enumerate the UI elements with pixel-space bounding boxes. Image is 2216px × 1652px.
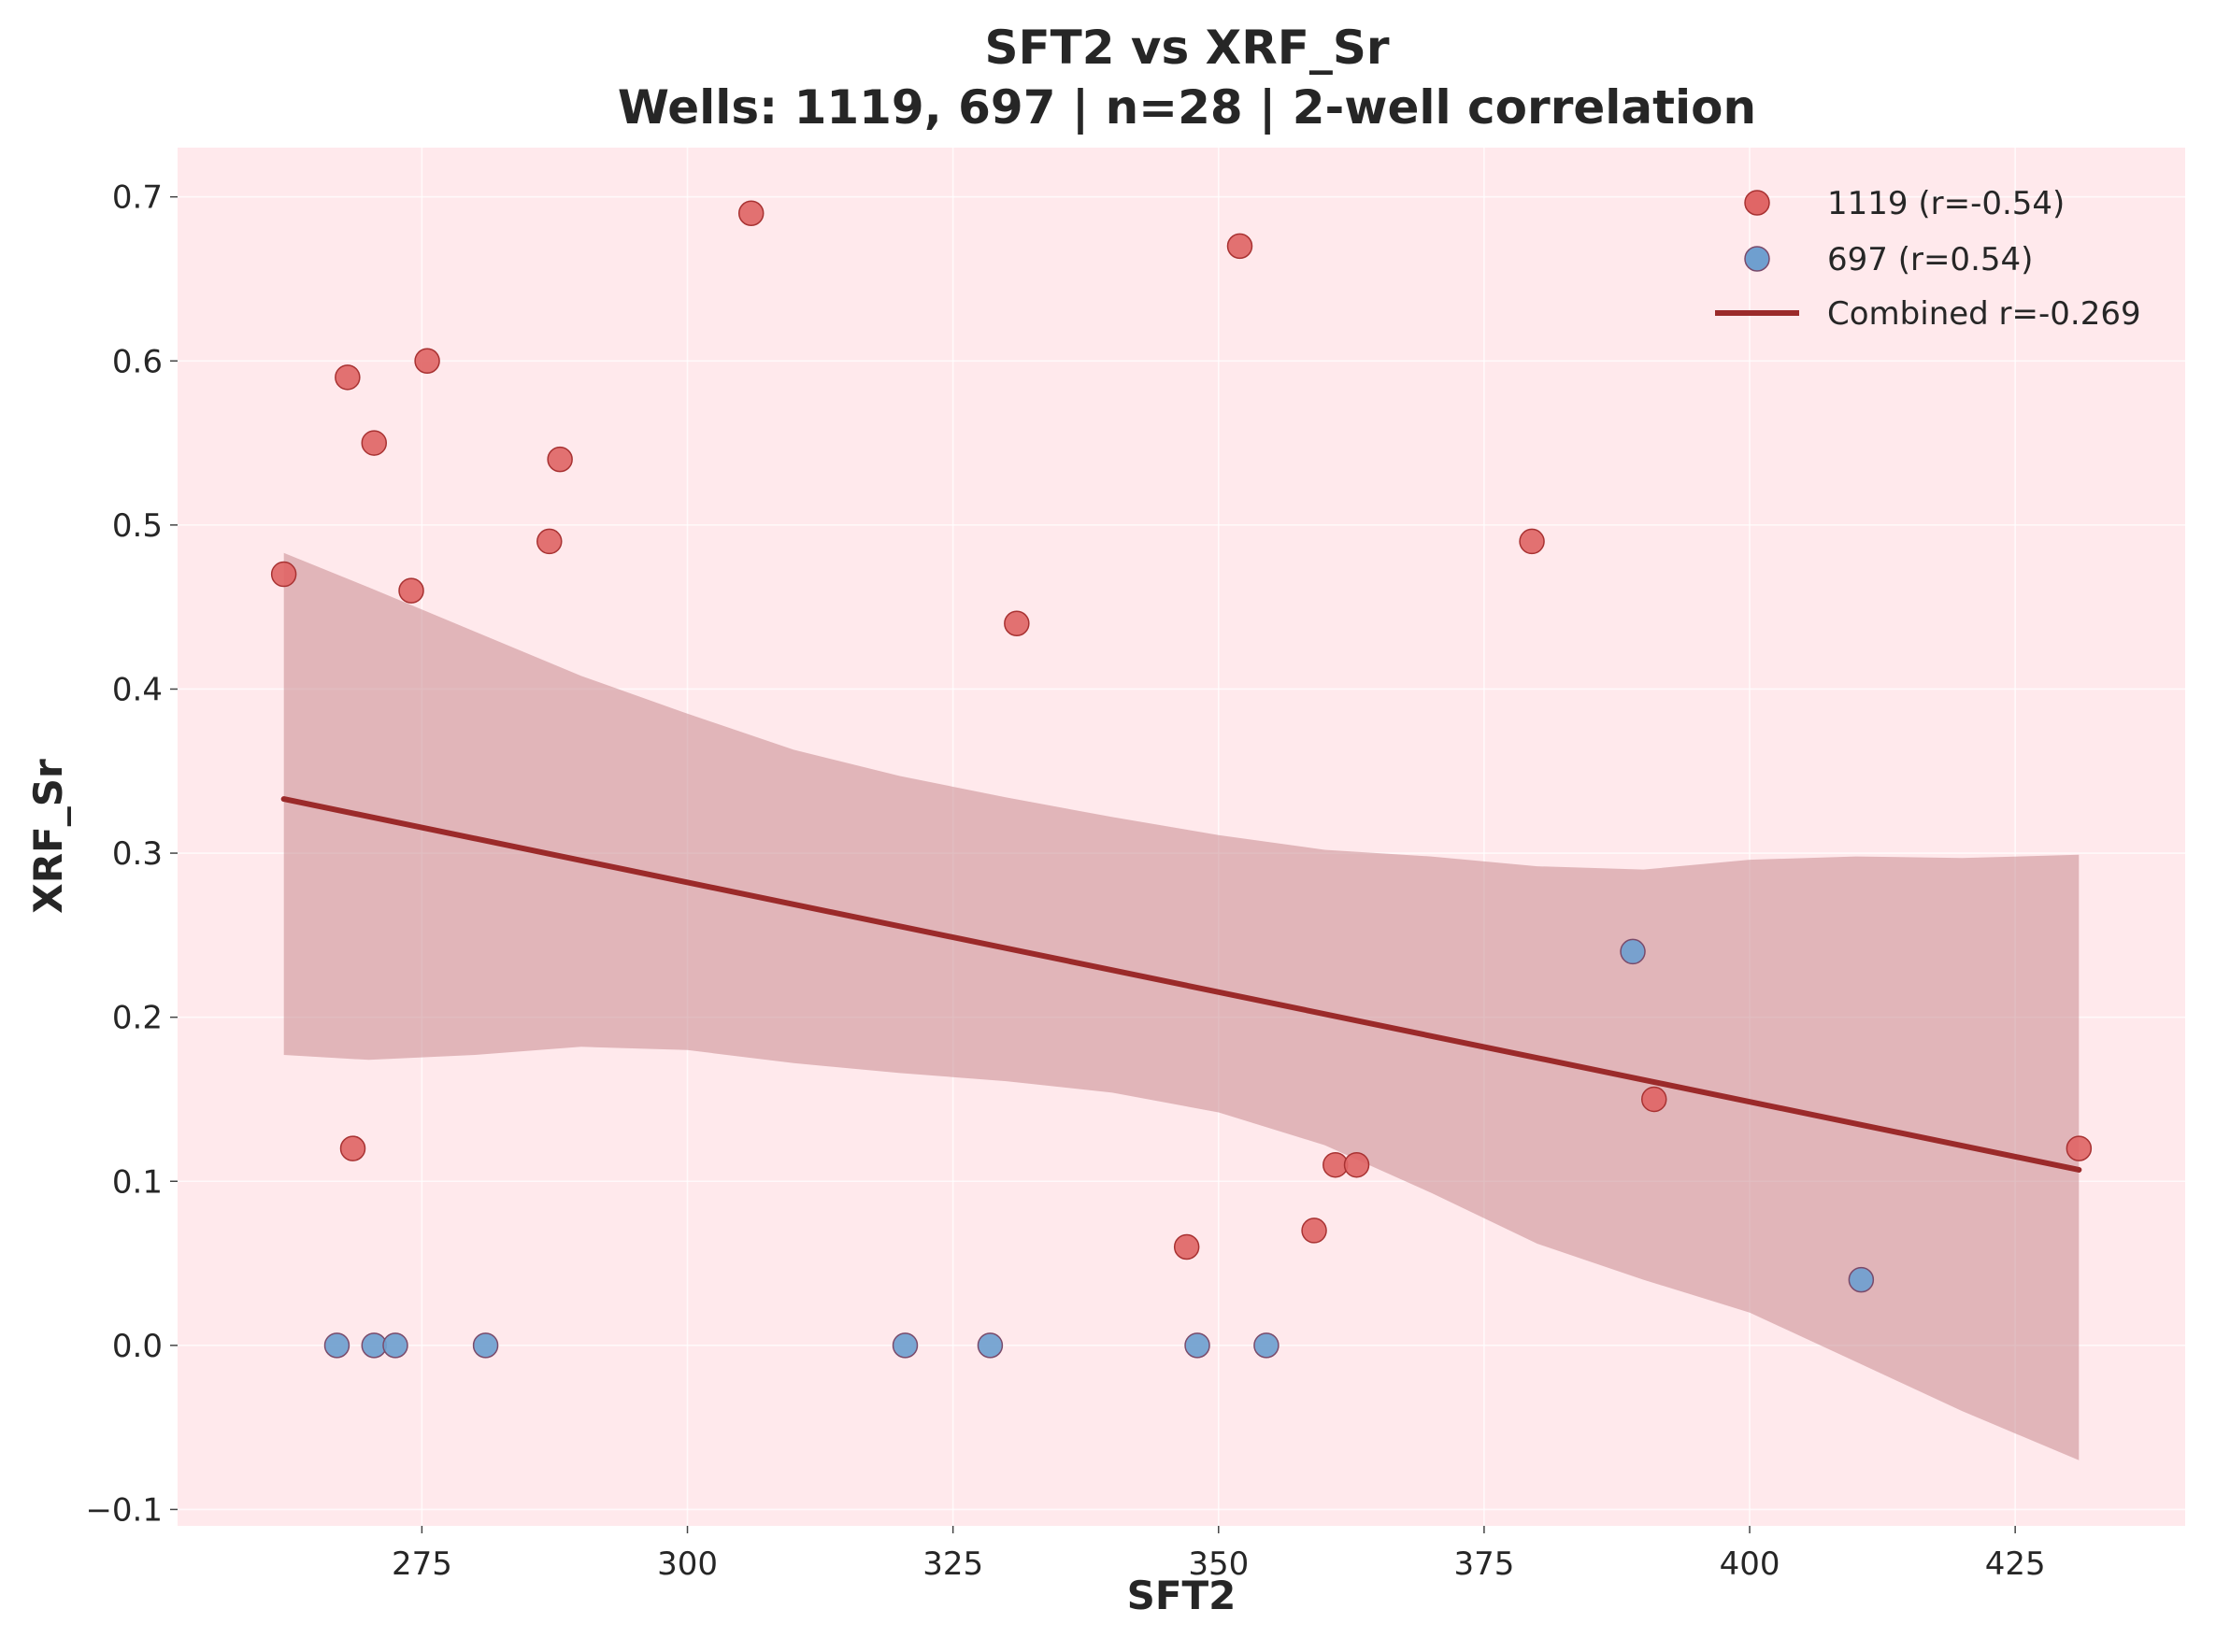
data-point-well-1119 [1226, 233, 1253, 260]
data-point-well-1119 [270, 561, 297, 588]
y-tick-label: 0.0 [112, 1328, 163, 1365]
data-point-well-1119 [536, 528, 563, 555]
y-tick-label: 0.2 [112, 1000, 163, 1037]
x-tick-label: 425 [1985, 1545, 2046, 1583]
y-tick-label: 0.3 [112, 835, 163, 873]
confidence-band [283, 552, 2080, 1460]
x-tick-label: 275 [392, 1545, 452, 1583]
data-point-well-697 [1620, 938, 1646, 965]
data-point-well-1119 [414, 348, 440, 375]
y-axis-ticks: −0.1 0.0 0.1 0.2 0.3 0.4 0.5 0.6 0.7 [85, 179, 178, 1529]
data-point-well-1119 [2066, 1135, 2093, 1161]
data-point-well-1119 [335, 364, 361, 391]
legend-label-combined: Combined r=-0.269 [1827, 295, 2141, 333]
y-tick-label: 0.1 [112, 1163, 163, 1201]
data-point-well-697 [1253, 1332, 1280, 1359]
legend-label-697: 697 (r=0.54) [1827, 241, 2033, 278]
legend-label-1119: 1119 (r=-0.54) [1827, 185, 2065, 222]
data-point-well-1119 [398, 577, 424, 604]
legend-marker-697 [1744, 246, 1770, 272]
data-point-well-697 [382, 1332, 408, 1359]
data-point-well-1119 [737, 200, 765, 226]
data-point-well-697 [323, 1332, 350, 1359]
legend: 1119 (r=-0.54) 697 (r=0.54) Combined r=-… [1715, 185, 2141, 333]
data-points [270, 200, 2093, 1359]
data-point-well-1119 [547, 446, 573, 473]
data-point-well-1119 [1173, 1233, 1200, 1260]
x-tick-label: 325 [922, 1545, 983, 1583]
y-tick-label: 0.4 [112, 671, 163, 708]
x-axis-ticks: 275 300 325 350 375 400 425 [392, 1526, 2046, 1583]
regression-line [280, 796, 2082, 1173]
y-tick-label: 0.7 [112, 179, 163, 217]
y-tick-label: 0.6 [112, 343, 163, 380]
x-tick-label: 300 [657, 1545, 718, 1583]
x-tick-label: 350 [1188, 1545, 1249, 1583]
data-point-well-1119 [1519, 528, 1545, 555]
data-point-well-697 [1848, 1266, 1875, 1293]
x-tick-label: 400 [1720, 1545, 1780, 1583]
data-point-well-1119 [1004, 610, 1030, 636]
data-point-well-697 [892, 1332, 919, 1359]
chart-title: SFT2 vs XRF_Sr [984, 21, 1389, 75]
data-point-well-697 [1184, 1332, 1210, 1359]
y-axis-label: XRF_Sr [25, 759, 71, 914]
data-point-well-697 [977, 1332, 1004, 1359]
data-point-well-1119 [361, 430, 388, 456]
data-point-well-1119 [1301, 1218, 1327, 1244]
y-tick-label: 0.5 [112, 507, 163, 545]
data-point-well-1119 [1343, 1151, 1370, 1178]
x-tick-label: 375 [1453, 1545, 1514, 1583]
legend-marker-1119 [1744, 190, 1770, 216]
data-point-well-1119 [339, 1135, 366, 1161]
y-tick-label: −0.1 [85, 1491, 163, 1529]
x-axis-label: SFT2 [1127, 1573, 1237, 1618]
data-point-well-1119 [1640, 1086, 1667, 1113]
chart-subtitle: Wells: 1119, 697 | n=28 | 2-well correla… [618, 80, 1756, 135]
data-point-well-697 [472, 1332, 499, 1359]
